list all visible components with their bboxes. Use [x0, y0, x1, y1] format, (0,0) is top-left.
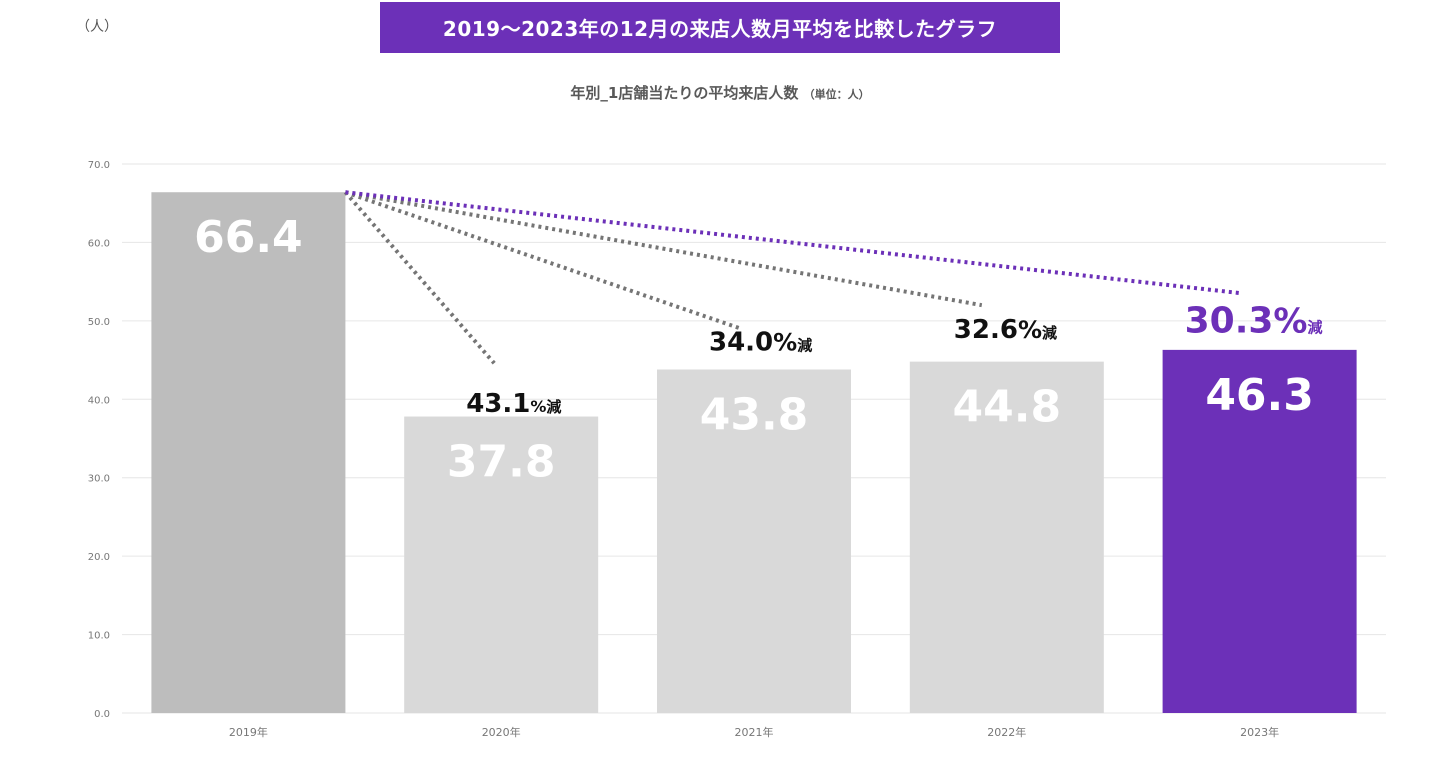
decrease-line	[345, 190, 983, 308]
decrease-percent-sign: %	[1018, 316, 1042, 344]
bar	[657, 369, 851, 713]
decrease-percent-label: 34.0%減	[709, 328, 812, 358]
chart-title-unit: （単位：人）	[803, 88, 870, 101]
y-tick-label: 30.0	[88, 474, 110, 485]
x-tick-label: 2022年	[987, 725, 1026, 739]
decrease-suffix: 減	[797, 337, 812, 355]
chart-subtitle: 年別_1店舗当たりの平均来店人数 （単位：人）	[0, 82, 1440, 103]
decrease-percent-value: 32.6	[954, 315, 1018, 345]
decrease-line	[343, 190, 496, 365]
decrease-percent-value: 30.3	[1185, 301, 1274, 342]
decrease-percent-sign: %	[773, 329, 797, 357]
bar-value-label: 43.8	[700, 389, 809, 440]
decrease-suffix: 減	[546, 398, 561, 416]
y-axis-unit-label: （人）	[76, 19, 118, 35]
decrease-percent-sign: %	[530, 397, 546, 416]
decrease-suffix: 減	[1308, 319, 1323, 337]
bar	[1162, 349, 1357, 713]
decrease-suffix: 減	[1042, 324, 1057, 342]
chart-banner-title: 2019〜2023年の12月の来店人数月平均を比較したグラフ	[380, 2, 1060, 53]
bar-value-label: 44.8	[953, 382, 1062, 433]
y-tick-label: 40.0	[88, 395, 110, 406]
chart-title: 年別_1店舗当たりの平均来店人数	[570, 84, 799, 102]
y-tick-label: 70.0	[88, 160, 110, 171]
bar-value-label: 37.8	[447, 437, 556, 488]
y-tick-label: 10.0	[88, 631, 110, 642]
x-tick-label: 2023年	[1240, 725, 1279, 739]
y-tick-label: 20.0	[88, 552, 110, 563]
bar-value-label: 46.3	[1205, 370, 1314, 421]
bar-value-label: 66.4	[194, 212, 303, 263]
decrease-percent-value: 34.0	[709, 328, 773, 358]
decrease-percent-label: 43.1%減	[466, 389, 561, 419]
x-tick-label: 2020年	[482, 725, 521, 739]
decrease-percent-label: 30.3%減	[1185, 301, 1323, 342]
x-tick-label: 2019年	[229, 725, 268, 739]
y-tick-label: 60.0	[88, 238, 110, 249]
x-tick-label: 2021年	[735, 725, 774, 739]
bar	[404, 416, 599, 713]
bar	[909, 361, 1104, 713]
decrease-percent-sign: %	[1273, 302, 1307, 342]
y-tick-label: 0.0	[94, 709, 110, 720]
decrease-percent-value: 43.1	[466, 389, 530, 419]
bar	[151, 192, 346, 714]
decrease-percent-label: 32.6%減	[954, 315, 1057, 345]
y-tick-label: 50.0	[88, 317, 110, 328]
